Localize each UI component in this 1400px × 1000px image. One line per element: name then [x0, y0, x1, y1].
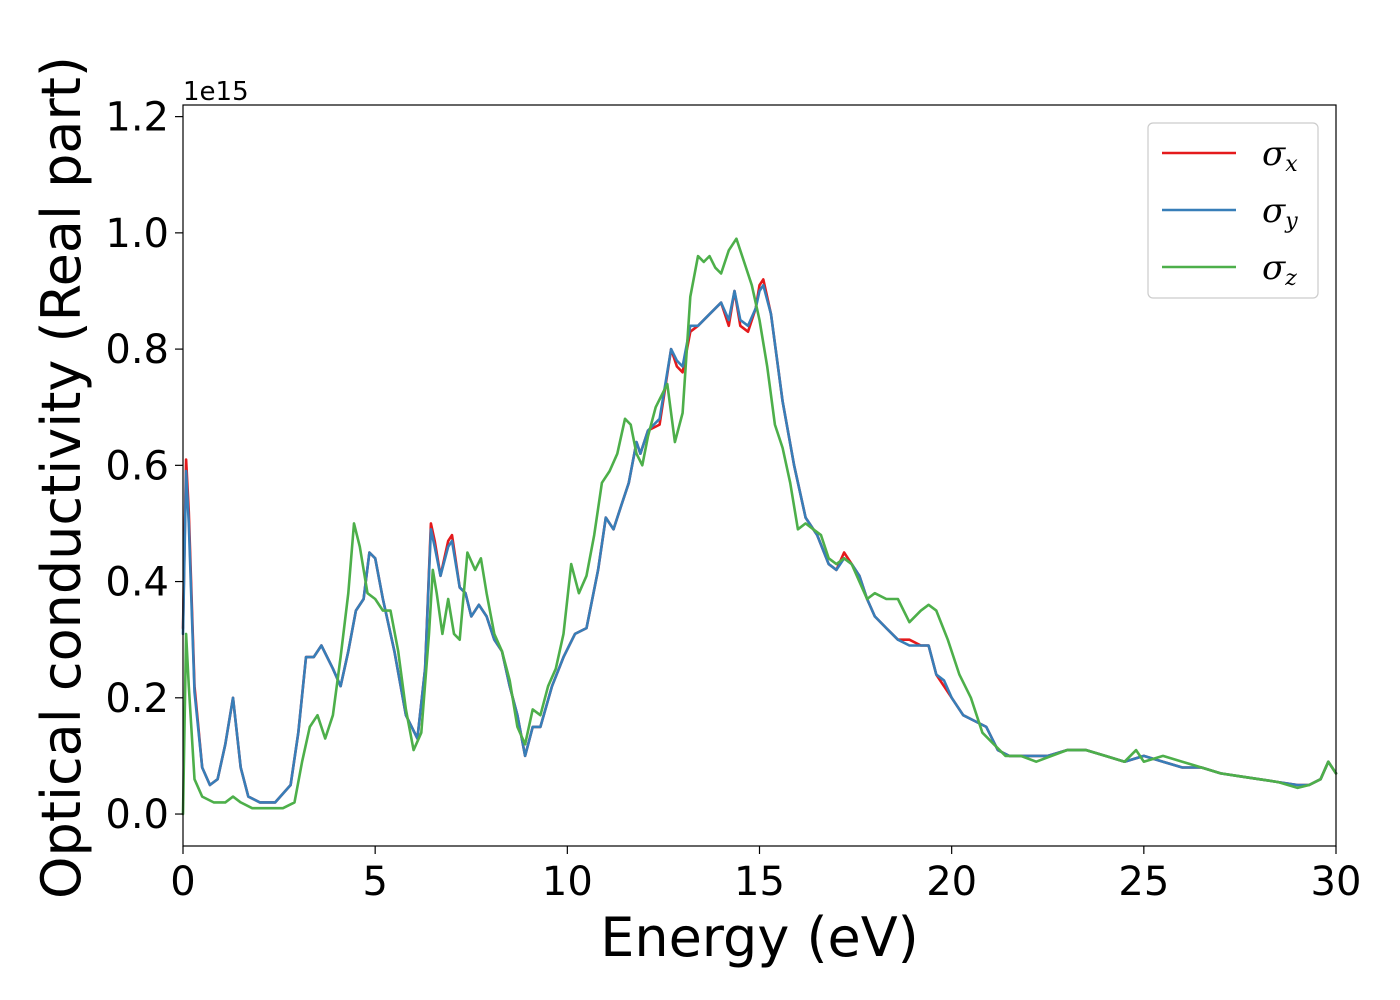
series-line-z	[181, 237, 1338, 816]
y-axis-ticks: 0.0 0.2 0.4 0.6 0.8 1.0 1.2	[105, 95, 183, 838]
x-tick-label: 5	[362, 859, 387, 905]
legend-subscript: x	[1285, 152, 1298, 177]
x-axis-title: Energy (eV)	[600, 906, 919, 969]
y-tick-label: 0.2	[105, 676, 169, 722]
x-tick-label: 0	[170, 859, 195, 905]
x-tick-label: 10	[542, 859, 593, 905]
plot-lines	[181, 237, 1338, 816]
series-line-y	[181, 283, 1338, 804]
y-tick-label: 0.8	[105, 327, 169, 373]
x-tick-label: 15	[734, 859, 785, 905]
y-tick-label: 0.4	[105, 560, 169, 606]
x-tick-label: 30	[1311, 859, 1362, 905]
y-offset-label: 1e15	[183, 77, 249, 107]
x-tick-label: 20	[926, 859, 977, 905]
y-tick-label: 1.2	[105, 95, 169, 141]
legend-subscript: z	[1284, 266, 1297, 291]
x-axis-ticks: 0 5 10 15 20 25 30	[170, 846, 1361, 905]
legend-subscript: y	[1284, 209, 1298, 234]
x-tick-label: 25	[1118, 859, 1169, 905]
y-axis-title: Optical conductivity (Real part)	[30, 56, 93, 899]
y-tick-label: 0.0	[105, 792, 169, 838]
series-line-x	[181, 278, 1338, 804]
y-tick-label: 1.0	[105, 211, 169, 257]
y-tick-label: 0.6	[105, 443, 169, 489]
